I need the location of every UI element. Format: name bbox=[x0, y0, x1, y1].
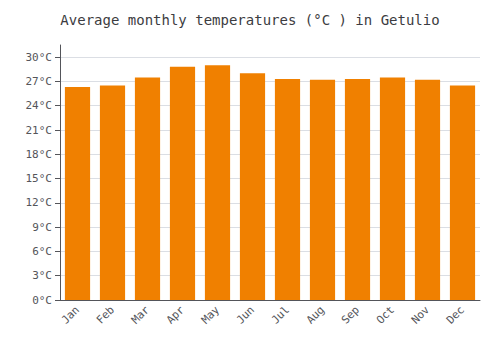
svg-text:24°C: 24°C bbox=[26, 99, 53, 112]
svg-text:15°C: 15°C bbox=[26, 172, 53, 185]
svg-text:12°C: 12°C bbox=[26, 196, 53, 209]
svg-text:Oct: Oct bbox=[374, 303, 397, 326]
svg-text:9°C: 9°C bbox=[32, 221, 52, 234]
svg-text:6°C: 6°C bbox=[32, 245, 52, 258]
svg-text:Feb: Feb bbox=[94, 303, 117, 326]
svg-text:18°C: 18°C bbox=[26, 148, 53, 161]
svg-text:Dec: Dec bbox=[444, 303, 467, 326]
svg-text:Nov: Nov bbox=[409, 303, 432, 326]
svg-text:21°C: 21°C bbox=[26, 124, 53, 137]
svg-text:Aug: Aug bbox=[304, 303, 327, 326]
svg-text:27°C: 27°C bbox=[26, 75, 53, 88]
svg-text:3°C: 3°C bbox=[32, 269, 52, 282]
svg-text:0°C: 0°C bbox=[32, 294, 52, 307]
svg-text:Jan: Jan bbox=[59, 303, 82, 326]
svg-text:30°C: 30°C bbox=[26, 51, 53, 64]
svg-text:Sep: Sep bbox=[339, 303, 362, 326]
svg-text:May: May bbox=[199, 303, 222, 326]
svg-text:Mar: Mar bbox=[129, 303, 152, 326]
svg-text:Jul: Jul bbox=[269, 303, 292, 326]
svg-text:Average monthly temperatures (: Average monthly temperatures (°C ) in Ge… bbox=[60, 12, 439, 28]
svg-text:Apr: Apr bbox=[164, 303, 187, 326]
svg-text:Jun: Jun bbox=[234, 303, 257, 326]
